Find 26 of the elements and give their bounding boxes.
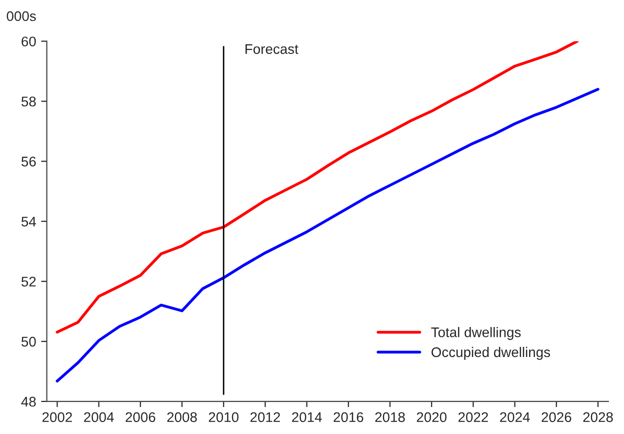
x-tick-label: 2004 [84, 412, 114, 422]
y-tick-label: 50 [21, 336, 36, 347]
x-tick-label: 2012 [250, 412, 280, 422]
x-tick-label: 2008 [167, 412, 197, 422]
line-series [56, 88, 600, 382]
x-tick-label: 2016 [334, 412, 364, 422]
x-tick-label: 2010 [208, 412, 239, 422]
x-tick-label: 2002 [42, 412, 72, 422]
y-tick-label: 58 [21, 96, 36, 106]
legend-label: Occupied dwellings [432, 346, 550, 360]
y-tick-label: 54 [21, 216, 36, 227]
x-tick-label: 2024 [500, 412, 530, 422]
x-tick-label: 2018 [375, 412, 405, 422]
x-tick-label: 2020 [416, 412, 447, 422]
x-tick-label: 2014 [292, 412, 322, 422]
x-tick-label: 2022 [458, 412, 488, 422]
legend-label: Total dwellings [431, 327, 521, 340]
x-tick-label: 2006 [126, 412, 156, 422]
x-tick-label: 2028 [583, 412, 613, 422]
y-tick-label: 48 [21, 396, 36, 407]
y-tick-label: 60 [22, 36, 36, 46]
y-tick-label: 52 [21, 276, 36, 287]
y-axis-title: 000s [6, 11, 36, 22]
x-tick-label: 2026 [542, 412, 572, 422]
y-tick-label: 56 [21, 156, 36, 166]
ref-line-label: Forecast [246, 44, 298, 54]
